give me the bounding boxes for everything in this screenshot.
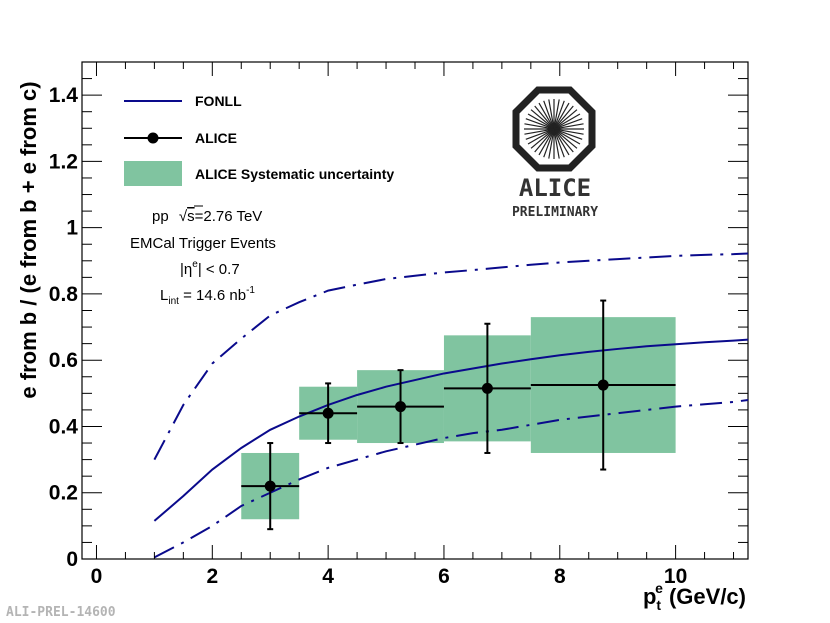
annotation-luminosity: Lint = 14.6 nb-1 xyxy=(160,285,255,307)
annotation-eta: |ηe| < 0.7 xyxy=(180,259,240,278)
y-tick-label: 0 xyxy=(66,548,78,571)
y-tick-label: 0.4 xyxy=(49,415,79,438)
fonll-curves xyxy=(153,252,749,559)
x-tick-label: 6 xyxy=(438,565,450,588)
logo-ray xyxy=(524,123,584,135)
legend: FONLL ALICE ALICE Systematic uncertainty xyxy=(124,93,394,186)
axis-ticks: 0 2 4 6 8 10 0 0.2 0.4 0.6 0.8 1 1.2 1.4 xyxy=(49,62,748,588)
fonll-central-line xyxy=(153,338,749,522)
x-axis-title-main: p xyxy=(643,584,656,609)
alice-data-point xyxy=(322,407,334,419)
logo-title: ALICE xyxy=(519,174,591,202)
plot-area xyxy=(81,61,749,560)
plot-frame xyxy=(81,61,749,560)
alice-data-point xyxy=(395,401,407,413)
alice-logo: ALICE PRELIMINARY xyxy=(512,86,598,220)
x-axis-title-unit: (GeV/c) xyxy=(663,584,746,609)
y-tick-label: 1.4 xyxy=(49,84,79,107)
alice-data-points xyxy=(241,299,676,531)
x-tick-label: 2 xyxy=(206,565,218,588)
y-tick-label: 1 xyxy=(66,217,78,240)
legend-alice-marker xyxy=(147,132,159,144)
x-axis-title-sub: t xyxy=(656,597,661,613)
x-tick-label: 8 xyxy=(554,565,566,588)
y-tick-label: 0.6 xyxy=(49,349,78,372)
legend-systematic-box xyxy=(124,161,182,186)
x-tick-label: 4 xyxy=(322,565,334,588)
legend-fonll-label: FONLL xyxy=(195,93,242,109)
systematic-uncertainty-boxes xyxy=(241,317,676,520)
annotation-energy: pp √s=2.76 TeV xyxy=(152,208,262,225)
x-axis-title-sup: e xyxy=(655,580,663,596)
alice-data-point xyxy=(481,382,493,394)
y-axis-title: e from b / (e from b + e from c) xyxy=(16,81,41,398)
legend-systematic-label: ALICE Systematic uncertainty xyxy=(195,166,394,182)
y-tick-label: 1.2 xyxy=(49,150,78,173)
legend-alice-label: ALICE xyxy=(195,130,237,146)
alice-data-point xyxy=(597,379,609,391)
logo-subtitle: PRELIMINARY xyxy=(512,205,598,220)
x-tick-label: 10 xyxy=(664,565,687,588)
watermark: ALI-PREL-14600 xyxy=(6,605,116,620)
fonll-upper-line xyxy=(153,252,749,461)
y-tick-label: 0.2 xyxy=(49,482,78,505)
annotation-trigger: EMCal Trigger Events xyxy=(130,235,276,252)
alice-data-point xyxy=(264,480,276,492)
x-tick-label: 0 xyxy=(91,565,103,588)
fonll-lower-line xyxy=(153,398,749,559)
x-axis-title: pte (GeV/c) xyxy=(643,580,746,613)
annotations: pp √s=2.76 TeV EMCal Trigger Events |ηe|… xyxy=(130,205,276,307)
y-tick-label: 0.8 xyxy=(49,283,79,306)
logo-starburst xyxy=(524,99,584,159)
